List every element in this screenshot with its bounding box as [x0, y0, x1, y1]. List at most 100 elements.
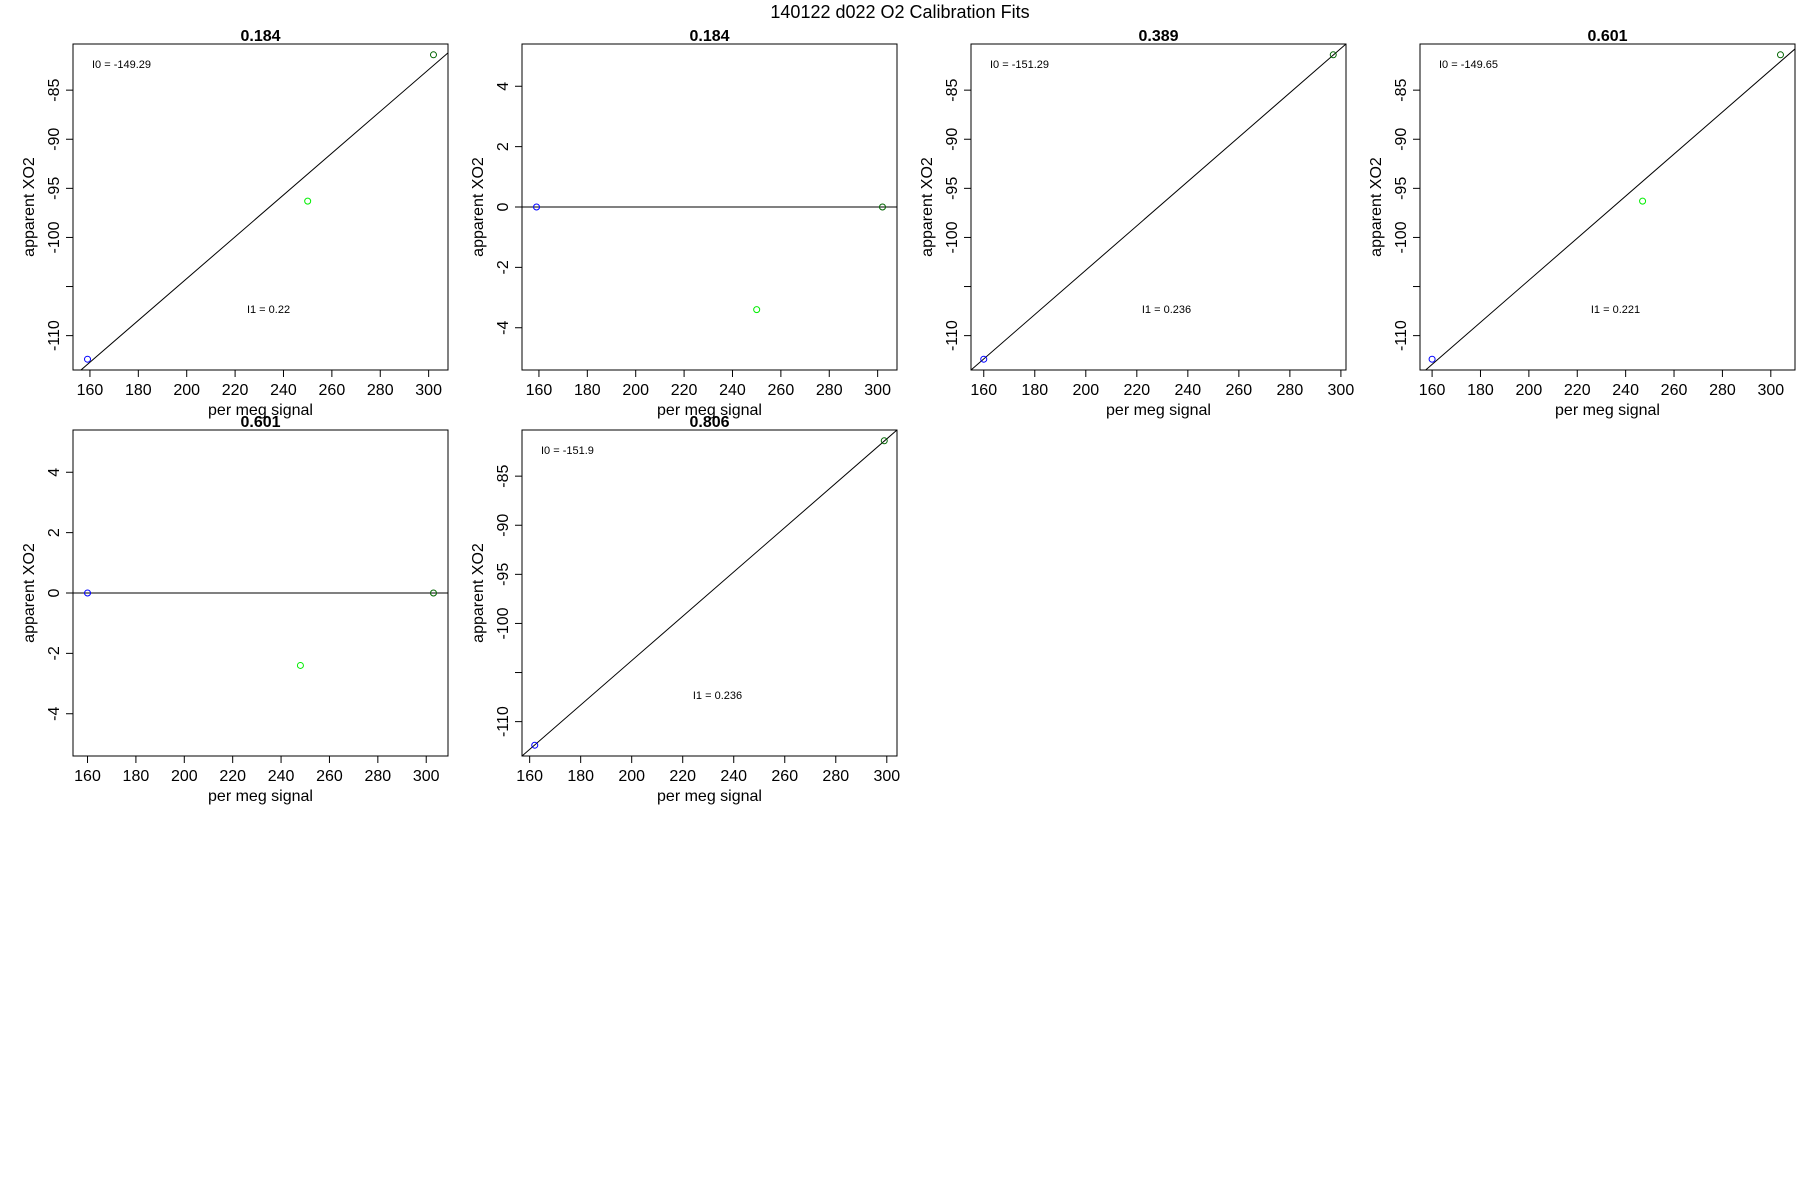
plot-frame — [521, 429, 898, 757]
page-title: 140122 d022 O2 Calibration Fits — [770, 2, 1030, 22]
chart-panel: 0.389 160 180 200 220 240 260 280 300 per meg sig… — [919, 28, 1354, 419]
x-tick-label: 200 — [622, 382, 649, 399]
x-tick-label: 160 — [526, 382, 553, 399]
y-tick-label: -95 — [46, 177, 63, 200]
x-tick-label: 260 — [1661, 382, 1688, 399]
x-tick-label: 300 — [873, 768, 900, 785]
y-tick-label: -85 — [944, 78, 961, 101]
y-tick-label: -95 — [1393, 177, 1410, 200]
fit-line — [80, 52, 448, 370]
x-tick-label: 300 — [1328, 382, 1355, 399]
x-tick-label: 200 — [173, 382, 200, 399]
slope-annotation: I1 = 0.22 — [247, 304, 290, 316]
x-tick-label: 280 — [1709, 382, 1736, 399]
x-tick-label: 180 — [123, 768, 150, 785]
slope-annotation: I1 = 0.236 — [1142, 304, 1191, 316]
x-tick-label: 240 — [720, 768, 747, 785]
data-point — [296, 661, 304, 669]
x-tick-label: 300 — [415, 382, 442, 399]
x-tick-label: 280 — [1277, 382, 1304, 399]
plot-frame — [72, 43, 449, 371]
x-tick-label: 240 — [719, 382, 746, 399]
x-tick-label: 220 — [1123, 382, 1150, 399]
x-tick-label: 240 — [268, 768, 295, 785]
x-tick-label: 260 — [768, 382, 795, 399]
data-point — [304, 197, 312, 205]
fit-line — [971, 44, 1346, 370]
y-tick-label: 4 — [46, 468, 63, 477]
data-point — [533, 203, 541, 211]
plot-title: 0.184 — [240, 28, 280, 45]
x-tick-label: 240 — [1612, 382, 1639, 399]
x-tick-label: 160 — [970, 382, 997, 399]
y-axis-label: apparent XO2 — [21, 157, 38, 257]
y-tick-label: -90 — [495, 514, 512, 537]
y-tick-label: 0 — [46, 588, 63, 597]
plot-frame — [970, 43, 1347, 371]
intercept-annotation: I0 = -149.65 — [1439, 59, 1498, 71]
y-tick-label: -110 — [944, 320, 961, 351]
y-axis-label: apparent XO2 — [470, 543, 487, 643]
intercept-annotation: I0 = -149.29 — [92, 59, 151, 71]
x-tick-label: 220 — [669, 768, 696, 785]
x-tick-label: 280 — [822, 768, 849, 785]
intercept-annotation: I0 = -151.29 — [990, 59, 1049, 71]
y-tick-label: 2 — [495, 142, 512, 151]
y-tick-label: -95 — [495, 563, 512, 586]
y-tick-label: 0 — [495, 202, 512, 211]
x-tick-label: 180 — [1467, 382, 1494, 399]
data-point — [84, 355, 92, 363]
x-axis-label: per meg signal — [1106, 402, 1211, 419]
x-tick-label: 180 — [574, 382, 601, 399]
data-point — [753, 306, 761, 314]
plot-title: 0.806 — [689, 414, 729, 431]
x-tick-label: 220 — [1564, 382, 1591, 399]
data-point — [1329, 51, 1337, 59]
x-tick-label: 280 — [364, 768, 391, 785]
data-point — [1639, 197, 1647, 205]
x-axis-label: per meg signal — [1555, 402, 1660, 419]
data-point — [429, 589, 437, 597]
plot-title: 0.184 — [689, 28, 729, 45]
data-point — [1776, 51, 1784, 59]
y-tick-label: 4 — [495, 82, 512, 91]
x-tick-label: 300 — [413, 768, 440, 785]
data-point — [980, 355, 988, 363]
intercept-annotation: I0 = -151.9 — [541, 445, 594, 457]
x-tick-label: 200 — [618, 768, 645, 785]
x-tick-label: 220 — [222, 382, 249, 399]
x-tick-label: 220 — [671, 382, 698, 399]
x-tick-label: 180 — [1021, 382, 1048, 399]
x-tick-label: 180 — [567, 768, 594, 785]
fit-line — [522, 430, 897, 756]
slope-annotation: I1 = 0.221 — [1591, 304, 1640, 316]
x-tick-label: 300 — [864, 382, 891, 399]
x-tick-label: 160 — [74, 768, 101, 785]
y-tick-label: -85 — [495, 464, 512, 487]
x-axis-label: per meg signal — [657, 788, 762, 805]
data-point — [84, 589, 92, 597]
x-axis-label: per meg signal — [208, 788, 313, 805]
x-axis-label: per meg signal — [208, 402, 313, 419]
y-tick-label: -2 — [495, 260, 512, 274]
y-tick-label: -4 — [46, 707, 63, 721]
x-tick-label: 240 — [1174, 382, 1201, 399]
y-axis-label: apparent XO2 — [919, 157, 936, 257]
y-tick-label: 2 — [46, 528, 63, 537]
y-tick-label: -90 — [944, 128, 961, 151]
x-tick-label: 220 — [219, 768, 246, 785]
plot-title: 0.601 — [1587, 28, 1627, 45]
y-tick-label: -4 — [495, 321, 512, 335]
x-tick-label: 300 — [1757, 382, 1784, 399]
fit-line — [1424, 48, 1795, 370]
x-tick-label: 200 — [171, 768, 198, 785]
x-tick-label: 240 — [270, 382, 297, 399]
data-point — [878, 203, 886, 211]
plot-title: 0.601 — [240, 414, 280, 431]
x-tick-label: 200 — [1516, 382, 1543, 399]
y-tick-label: -100 — [1393, 221, 1410, 253]
x-tick-label: 160 — [516, 768, 543, 785]
